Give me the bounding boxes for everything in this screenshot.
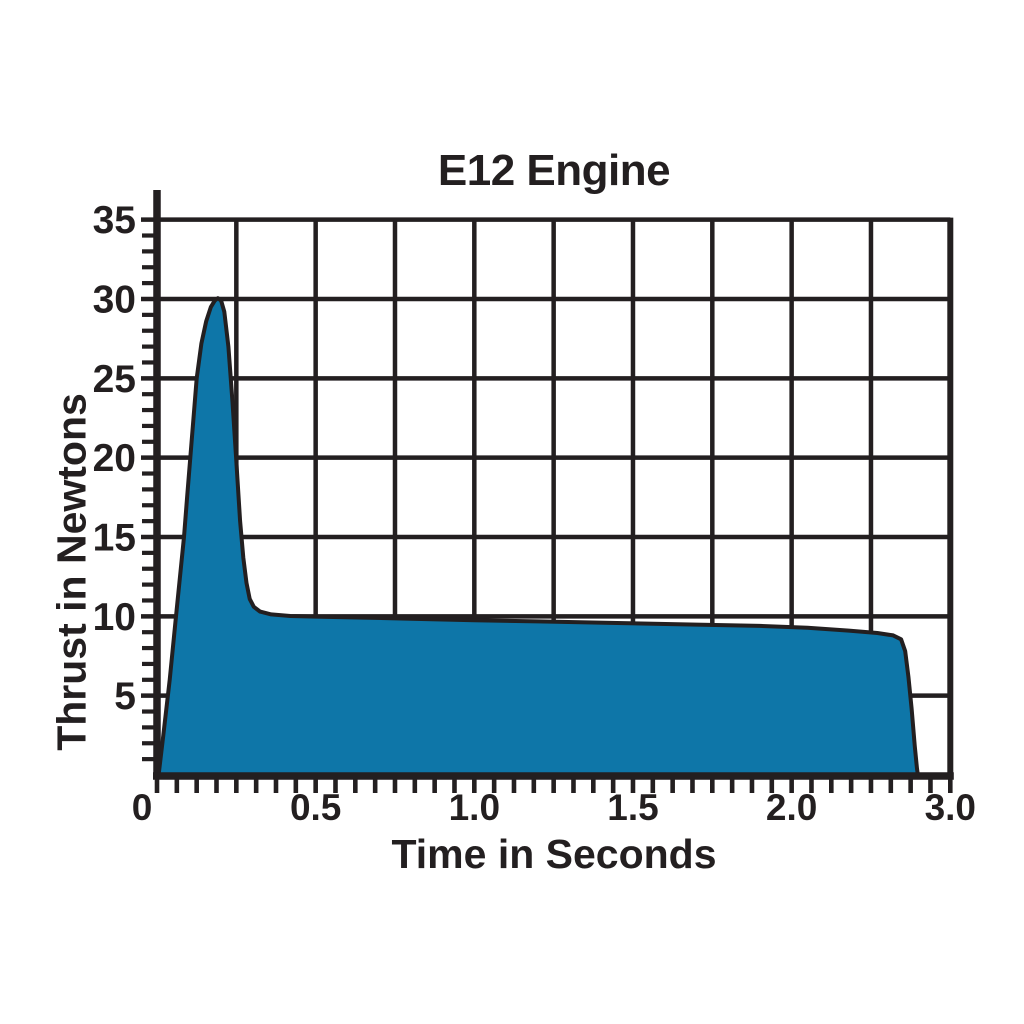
y-axis-title: Thrust in Newtons <box>48 393 95 751</box>
x-tick-label: 1.5 <box>607 787 658 828</box>
x-tick-label: 3.0 <box>925 787 976 828</box>
chart-title: E12 Engine <box>437 146 671 195</box>
y-tick-label: 5 <box>114 675 136 718</box>
y-tick-label: 30 <box>93 278 136 321</box>
y-tick-label: 10 <box>93 596 136 639</box>
x-tick-label: 0.5 <box>290 787 341 828</box>
y-tick-label: 25 <box>93 358 136 401</box>
x-axis-title: Time in Seconds <box>391 831 717 877</box>
y-tick-label: 20 <box>93 437 136 480</box>
thrust-area <box>156 296 920 777</box>
x-tick-label: 1.0 <box>449 787 500 828</box>
y-tick-label: 35 <box>93 199 136 242</box>
x-tick-label: 0 <box>132 787 153 828</box>
y-tick-label: 15 <box>93 516 136 559</box>
x-tick-label: 2.0 <box>766 787 817 828</box>
